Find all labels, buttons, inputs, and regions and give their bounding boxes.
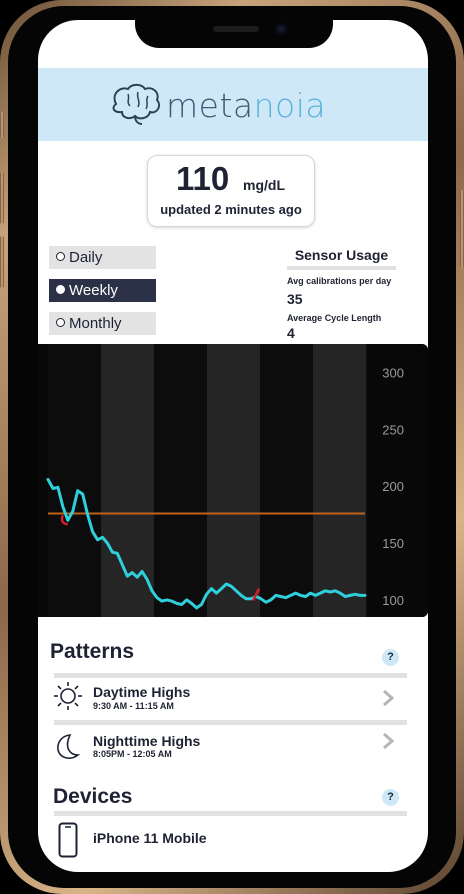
pattern-title: Daytime Highs (93, 684, 191, 700)
y-tick-label: 100 (382, 593, 404, 608)
chevron-right-icon[interactable] (381, 732, 395, 750)
range-monthly[interactable]: Monthly (49, 312, 156, 335)
y-tick-label: 200 (382, 479, 404, 494)
app-screen: metanoia 110 mg/dL updated 2 minutes ago… (38, 20, 428, 872)
brand-name-part2: noia (253, 86, 327, 125)
glucose-updated: updated 2 minutes ago (160, 202, 302, 217)
radio-icon (56, 252, 65, 261)
range-label: Monthly (69, 315, 122, 332)
glucose-chart[interactable]: 300 250 200 150 100 (38, 344, 428, 617)
chart-day-band (101, 344, 154, 617)
chart-day-band (207, 344, 260, 617)
glucose-unit: mg/dL (243, 177, 285, 193)
brain-icon (112, 83, 160, 125)
range-daily[interactable]: Daily (49, 246, 156, 269)
calibrations-value: 35 (287, 291, 303, 307)
sensor-usage-title: Sensor Usage (294, 247, 389, 263)
divider (54, 673, 407, 678)
glucose-chart-svg: 300 250 200 150 100 (46, 344, 428, 617)
glucose-card: 110 mg/dL updated 2 minutes ago (147, 155, 315, 227)
sensor-divider (287, 266, 396, 270)
chart-axis-panel (368, 344, 428, 617)
chart-series-line (46, 477, 367, 610)
moon-icon (57, 734, 81, 759)
cycle-length-value: 4 (287, 325, 295, 341)
chart-low-marker (60, 514, 69, 526)
chevron-right-icon[interactable] (381, 689, 395, 707)
range-label: Weekly (69, 282, 118, 299)
glucose-value: 110 (176, 160, 230, 197)
radio-selected-icon (56, 285, 65, 294)
mute-switch (0, 112, 4, 138)
sun-icon (54, 682, 82, 710)
front-camera (275, 23, 287, 35)
volume-up-button (0, 172, 4, 224)
divider (54, 811, 407, 816)
range-label: Daily (69, 249, 103, 266)
pattern-time: 9:30 AM - 11:15 AM (93, 701, 174, 711)
device-name: iPhone 11 Mobile (93, 830, 207, 846)
brand-name-part1: meta (166, 86, 254, 125)
devices-help-button[interactable]: ? (382, 789, 399, 806)
chart-day-band (154, 344, 207, 617)
calibrations-label: Avg calibrations per day (287, 276, 392, 286)
brand-name: metanoia (166, 86, 326, 125)
y-tick-label: 300 (382, 365, 404, 380)
chart-day-band (48, 344, 101, 617)
chart-day-band (260, 344, 313, 617)
pattern-time: 8:05PM - 12:05 AM (93, 749, 172, 759)
pattern-title: Nighttime Highs (93, 733, 201, 749)
volume-down-button (0, 236, 4, 288)
patterns-title: Patterns (50, 640, 135, 663)
cycle-length-label: Average Cycle Length (287, 313, 382, 323)
speaker-grille (213, 26, 259, 32)
phone-icon (58, 822, 78, 858)
patterns-help-button[interactable]: ? (382, 649, 399, 666)
y-tick-label: 150 (382, 536, 404, 551)
chart-day-band (313, 344, 366, 617)
divider (54, 720, 407, 725)
side-button (460, 190, 464, 268)
phone-notch (135, 20, 333, 48)
range-weekly[interactable]: Weekly (49, 279, 156, 302)
devices-title: Devices (53, 785, 133, 808)
app-header: metanoia (38, 68, 428, 141)
radio-icon (56, 318, 65, 327)
chart-high-marker (251, 587, 261, 602)
y-tick-label: 250 (382, 422, 404, 437)
